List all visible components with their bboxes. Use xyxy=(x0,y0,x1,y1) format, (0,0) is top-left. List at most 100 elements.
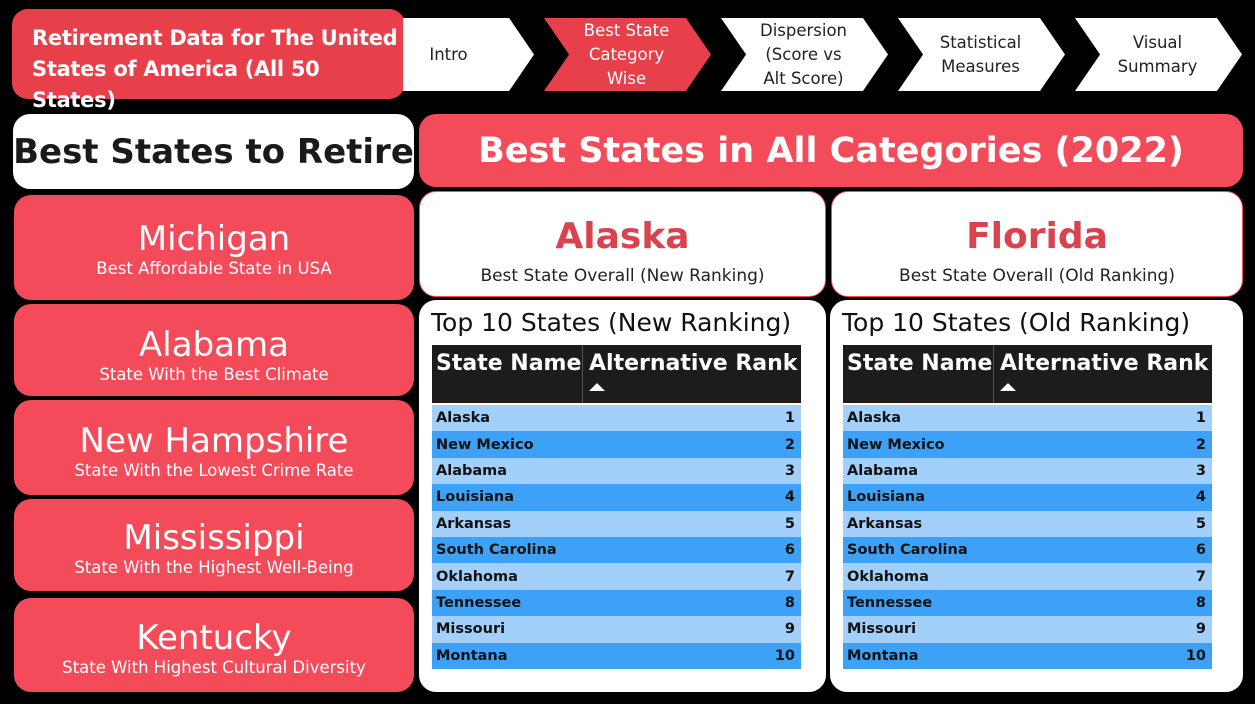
best-state-old-name: Florida xyxy=(966,216,1108,257)
column-header-label: Alternative Rank xyxy=(1000,351,1209,376)
alternative-rank-cell: 5 xyxy=(784,515,795,532)
top10-old-table: State Name Alternative Rank Alaska 1 New M… xyxy=(843,345,1212,669)
state-name-cell: South Carolina xyxy=(436,542,557,559)
best-states-to-retire-text: Best States to Retire xyxy=(13,131,414,172)
report-title-line2: States of America (All 50 States) xyxy=(32,57,320,112)
table-row[interactable]: Oklahoma 7 xyxy=(843,563,1212,590)
state-card-affordable: Michigan Best Affordable State in USA xyxy=(14,195,414,300)
table-row[interactable]: Tennessee 8 xyxy=(843,589,1212,617)
best-state-old-desc: Best State Overall (Old Ranking) xyxy=(899,266,1175,286)
alternative-rank-cell: 6 xyxy=(784,542,795,559)
top10-old-title: Top 10 States (Old Ranking) xyxy=(842,308,1191,337)
state-card-desc: State With Highest Cultural Diversity xyxy=(62,658,366,677)
table-row[interactable]: Tennessee 8 xyxy=(432,589,801,617)
state-name-cell: Missouri xyxy=(847,621,917,638)
state-card-name: Mississippi xyxy=(123,518,305,558)
nav-intro[interactable]: Intro xyxy=(403,18,534,91)
table-row[interactable]: Arkansas 5 xyxy=(843,510,1212,537)
column-header-state-name[interactable]: State Name xyxy=(432,345,583,403)
alternative-rank-cell: 7 xyxy=(1195,568,1206,585)
nav-statistical-measures[interactable]: Statistical Measures xyxy=(898,18,1065,91)
nav-best-state-category[interactable]: Best State Category Wise xyxy=(544,18,711,91)
top10-new-table: State Name Alternative Rank Alaska 1 New M… xyxy=(432,345,801,669)
table-row[interactable]: Alabama 3 xyxy=(432,457,801,485)
state-card-cultural-diversity: Kentucky State With Highest Cultural Div… xyxy=(14,598,414,692)
state-card-name: Alabama xyxy=(139,325,289,365)
alternative-rank-cell: 10 xyxy=(774,647,795,664)
state-name-cell: Alaska xyxy=(847,410,902,427)
alternative-rank-cell: 3 xyxy=(1195,462,1206,479)
state-card-well-being: Mississippi State With the Highest Well-… xyxy=(14,499,414,591)
nav-visual-summary[interactable]: Visual Summary xyxy=(1075,18,1242,91)
best-states-all-categories-text: Best States in All Categories (2022) xyxy=(478,130,1184,171)
alternative-rank-cell: 9 xyxy=(1195,621,1206,638)
column-header-alternative-rank[interactable]: Alternative Rank xyxy=(583,345,801,403)
sort-ascending-icon xyxy=(1000,383,1016,391)
best-state-new-card: Alaska Best State Overall (New Ranking) xyxy=(419,191,826,297)
table-row[interactable]: Montana 10 xyxy=(843,642,1212,669)
alternative-rank-cell: 3 xyxy=(784,462,795,479)
table-row[interactable]: Arkansas 5 xyxy=(432,510,801,537)
table-row[interactable]: Missouri 9 xyxy=(432,616,801,643)
nav-dispersion-label: Dispersion (Score vs Alt Score) xyxy=(759,20,848,88)
table-row[interactable]: New Mexico 2 xyxy=(843,431,1212,458)
state-card-desc: State With the Best Climate xyxy=(99,365,329,384)
state-name-cell: Oklahoma xyxy=(847,568,929,585)
alternative-rank-cell: 7 xyxy=(784,568,795,585)
top10-old-card: Top 10 States (Old Ranking) State Name A… xyxy=(830,300,1243,692)
best-state-old-card: Florida Best State Overall (Old Ranking) xyxy=(831,191,1243,297)
state-card-name: Kentucky xyxy=(136,618,292,658)
column-header-state-name[interactable]: State Name xyxy=(843,345,994,403)
state-name-cell: South Carolina xyxy=(847,542,968,559)
alternative-rank-cell: 5 xyxy=(1195,515,1206,532)
alternative-rank-cell: 9 xyxy=(784,621,795,638)
state-name-cell: Tennessee xyxy=(847,594,933,611)
table-row[interactable]: Missouri 9 xyxy=(843,616,1212,643)
state-name-cell: Oklahoma xyxy=(436,568,518,585)
best-state-new-name: Alaska xyxy=(555,216,690,257)
table-row[interactable]: Oklahoma 7 xyxy=(432,563,801,590)
state-name-cell: Louisiana xyxy=(436,489,514,506)
alternative-rank-cell: 1 xyxy=(784,410,795,427)
table-header: State Name Alternative Rank xyxy=(843,345,1212,403)
state-card-desc: State With the Highest Well-Being xyxy=(74,558,354,577)
alternative-rank-cell: 2 xyxy=(1195,436,1206,453)
state-name-cell: Montana xyxy=(847,647,919,664)
table-row[interactable]: Montana 10 xyxy=(432,642,801,669)
top10-new-card: Top 10 States (New Ranking) State Name A… xyxy=(419,300,826,692)
table-header: State Name Alternative Rank xyxy=(432,345,801,403)
table-row[interactable]: South Carolina 6 xyxy=(432,536,801,564)
nav-dispersion[interactable]: Dispersion (Score vs Alt Score) xyxy=(721,18,888,91)
state-card-desc: Best Affordable State in USA xyxy=(96,259,332,278)
table-body: Alaska 1 New Mexico 2 Alabama 3 Louisiana 4 Arka… xyxy=(843,405,1212,669)
state-name-cell: New Mexico xyxy=(847,436,945,453)
alternative-rank-cell: 2 xyxy=(784,436,795,453)
state-name-cell: Missouri xyxy=(436,621,506,638)
alternative-rank-cell: 1 xyxy=(1195,410,1206,427)
alternative-rank-cell: 4 xyxy=(1195,489,1206,506)
state-card-crime: New Hampshire State With the Lowest Crim… xyxy=(14,400,414,495)
report-title: Retirement Data for The United States of… xyxy=(12,9,405,112)
state-name-cell: Alaska xyxy=(436,410,491,427)
state-name-cell: Tennessee xyxy=(436,594,522,611)
alternative-rank-cell: 10 xyxy=(1185,647,1206,664)
column-header-label: Alternative Rank xyxy=(589,351,798,376)
alternative-rank-cell: 6 xyxy=(1195,542,1206,559)
state-name-cell: Arkansas xyxy=(436,515,512,532)
state-name-cell: New Mexico xyxy=(436,436,534,453)
alternative-rank-cell: 4 xyxy=(784,489,795,506)
table-row[interactable]: Alabama 3 xyxy=(843,457,1212,485)
state-name-cell: Arkansas xyxy=(847,515,923,532)
table-row[interactable]: South Carolina 6 xyxy=(843,536,1212,564)
table-row[interactable]: Louisiana 4 xyxy=(432,484,801,511)
best-states-all-categories-title: Best States in All Categories (2022) xyxy=(419,114,1243,187)
table-row[interactable]: New Mexico 2 xyxy=(432,431,801,458)
report-title-line1: Retirement Data for The United xyxy=(32,26,398,50)
table-row[interactable]: Alaska 1 xyxy=(432,405,801,432)
state-card-climate: Alabama State With the Best Climate xyxy=(14,304,414,396)
table-row[interactable]: Louisiana 4 xyxy=(843,484,1212,511)
table-row[interactable]: Alaska 1 xyxy=(843,405,1212,432)
column-header-alternative-rank[interactable]: Alternative Rank xyxy=(994,345,1212,403)
nav-visual-summary-label: Visual Summary xyxy=(1117,32,1198,76)
sort-ascending-icon xyxy=(589,383,605,391)
